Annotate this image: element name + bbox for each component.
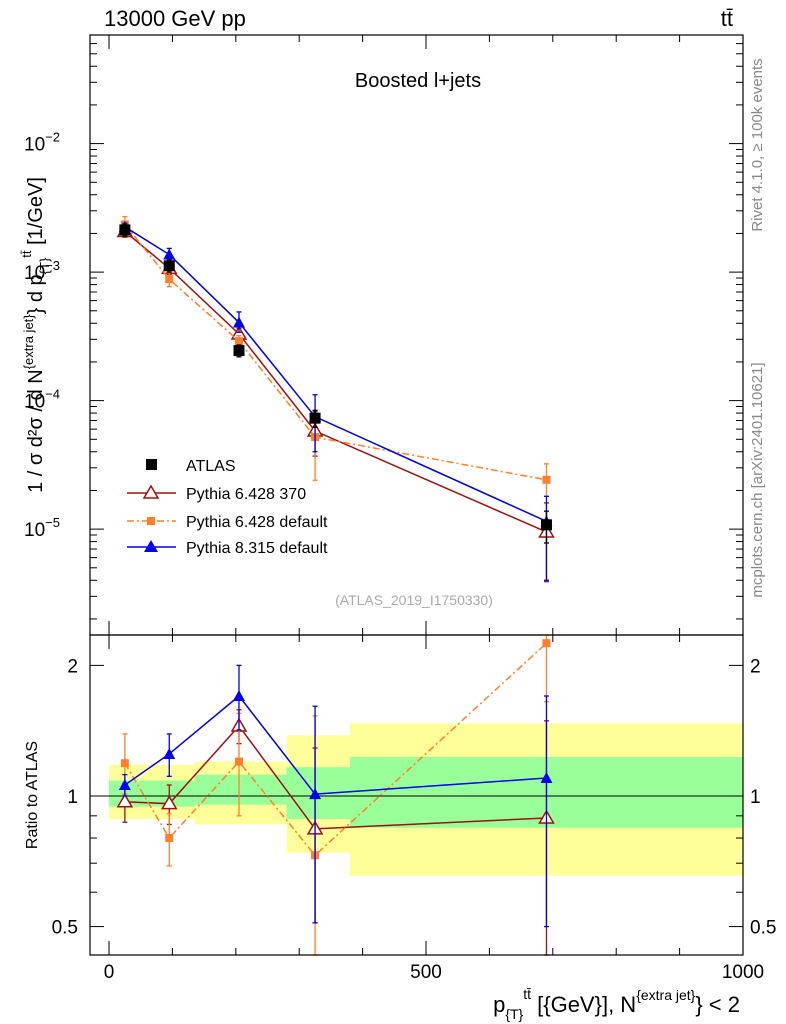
main-y-tick-base: 10 (24, 135, 45, 156)
legend: ATLAS Pythia 6.428 370 Pythia 6.428 defa… (127, 458, 328, 557)
x-label-sup1: tt̄ (523, 986, 531, 1002)
legend-label-atlas: ATLAS (186, 458, 236, 475)
legend-label-pythia8: Pythia 8.315 default (186, 540, 328, 557)
main-series-pythia-6-428-default (120, 216, 551, 497)
ratio-x-tick-label: 0 (104, 962, 115, 983)
main-pythia-8-315-default-marker (232, 316, 245, 328)
x-label-main: p (493, 992, 505, 1017)
x-label-sup2: {extra jet} (636, 987, 695, 1003)
main-y-axis-label: 1 / σ d²σ / d N{extra jet}} d p{T}tt̄ [1… (19, 177, 52, 493)
legend-label-pythia6-370: Pythia 6.428 370 (186, 486, 306, 503)
main-atlas-marker (233, 345, 245, 357)
main-y-tick-exp: −2 (45, 130, 60, 145)
main-atlas-marker (309, 412, 321, 424)
ratio-y-tick-label-right: 0.5 (750, 918, 776, 939)
ratio-y-tick-label-left: 1 (67, 787, 78, 808)
legend-entry-pythia6-370: Pythia 6.428 370 (127, 484, 306, 503)
main-y-label-sub: {T} (37, 257, 52, 274)
legend-entry-atlas: ATLAS (146, 458, 236, 475)
ratio-pythia-8-315-default-marker (163, 747, 176, 759)
main-y-tick-label: 10−3 (24, 258, 60, 284)
ratio-series-pythia-8-315-default (118, 664, 553, 928)
ratio-pythia-6-428-default-marker (165, 834, 174, 843)
ratio-pythia-6-428-default-marker (120, 759, 129, 768)
main-y-label-mid: } d p (25, 274, 47, 314)
main-series-pythia-6-428-370 (116, 223, 555, 583)
main-series (116, 216, 555, 583)
ratio-y-tick-label-right: 2 (750, 656, 761, 677)
source-label: mcplots.cern.ch [arXiv:2401.10621] (749, 362, 766, 597)
main-y-tick-exp: −4 (45, 387, 60, 402)
ratio-pythia-6-428-default-marker (542, 639, 551, 648)
main-pythia-8-315-default-marker (163, 248, 176, 260)
ratio-x-tick-label: 1000 (722, 962, 764, 983)
main-panel: 10−510−410−310−2 Boosted l+jets (ATLAS_2… (19, 34, 744, 636)
main-atlas-marker (163, 260, 175, 272)
main-y-tick-exp: −5 (45, 515, 60, 530)
main-series-pythia-8-315-default (118, 220, 553, 581)
main-pythia-6-428-default-marker (542, 475, 551, 484)
main-y-tick-label: 10−5 (24, 515, 60, 541)
ratio-y-tick-label-left: 0.5 (52, 918, 78, 939)
ratio-panel: 0.5 0.5 1 1 2 2 0 500 1000 Ratio to ATLAS p{T}tt… (24, 634, 776, 1022)
main-y-label-unit: [1/GeV] (25, 177, 47, 250)
main-y-tick-label: 10−2 (24, 130, 60, 156)
main-pythia-6-428-default-marker (165, 275, 174, 284)
main-y-tick-label: 10−4 (24, 387, 60, 413)
main-y-label-sup1: {extra jet} (21, 314, 36, 370)
legend-marker-pythia6-default (147, 517, 155, 525)
ratio-y-tick-label-left: 2 (67, 656, 78, 677)
ratio-pythia-8-315-default-marker (540, 772, 553, 784)
legend-entry-pythia6-default: Pythia 6.428 default (127, 514, 328, 531)
main-y-label-sup2: tt̄ (19, 250, 34, 258)
ratio-pythia-8-315-default-marker (118, 779, 131, 791)
ratio-band-green (194, 774, 287, 805)
ratio-y-tick-label-right: 1 (750, 787, 761, 808)
ratio-series (116, 634, 555, 956)
main-atlas-marker (119, 224, 131, 236)
rivet-version-label: Rivet 4.1.0, ≥ 100k events (749, 58, 766, 231)
main-pythia-6-428-default-marker (234, 337, 243, 346)
ratio-pythia-6-428-370-marker (160, 795, 178, 810)
x-label-sub: {T} (505, 1006, 523, 1022)
main-line-pythia-6-428-default (124, 223, 547, 481)
main-y-tick-base: 10 (24, 520, 45, 541)
main-y-tick-base: 10 (24, 392, 45, 413)
ratio-pythia-6-428-default-marker (234, 757, 243, 766)
legend-marker-atlas (146, 459, 157, 470)
legend-marker-pythia8 (144, 540, 158, 552)
ratio-x-tick-label: 500 (410, 962, 442, 983)
main-line-pythia-8-315-default (124, 226, 547, 523)
ratio-y-axis-label: Ratio to ATLAS (24, 741, 41, 849)
main-atlas-marker (540, 519, 552, 531)
main-title: Boosted l+jets (355, 70, 481, 92)
x-axis-label: p{T}tt̄ [{GeV}], N{extra jet}} < 2 (493, 986, 740, 1022)
ratio-ticks: 0.5 0.5 1 1 2 2 0 500 1000 (52, 635, 776, 983)
main-y-tick-base: 10 (24, 263, 45, 284)
main-ticks: 10−510−410−310−2 (24, 34, 744, 635)
legend-label-pythia6-default: Pythia 6.428 default (186, 514, 328, 531)
main-y-tick-exp: −3 (45, 258, 60, 273)
ratio-frame (89, 634, 744, 956)
energy-label: 13000 GeV pp (104, 6, 246, 31)
ratio-pythia-8-315-default-marker (232, 690, 245, 702)
process-label: tt̄ (721, 6, 733, 31)
ratio-band-green (286, 767, 350, 820)
main-series-atlas (119, 223, 552, 544)
x-label-mid: [{GeV}], N (531, 992, 636, 1017)
main-y-label-main: 1 / σ d²σ / d N (25, 369, 47, 493)
legend-entry-pythia8: Pythia 8.315 default (127, 540, 328, 557)
legend-marker-pythia6-370 (142, 484, 160, 499)
ratio-pythia-8-315-default-marker (309, 788, 322, 800)
x-label-tail: } < 2 (695, 992, 740, 1017)
analysis-tag: (ATLAS_2019_I1750330) (335, 592, 493, 608)
ratio-pythia-6-428-370-marker (116, 793, 134, 808)
